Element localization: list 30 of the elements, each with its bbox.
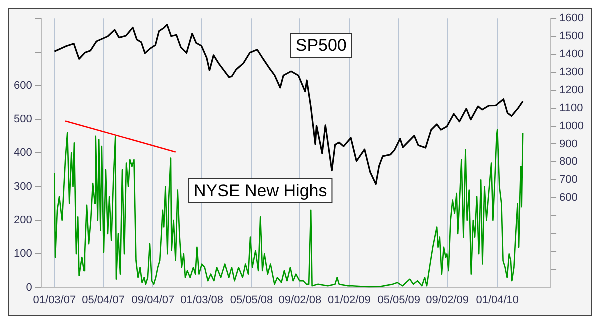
x-tick-label: 01/02/09 <box>328 294 371 306</box>
x-tick-label: 09/02/09 <box>426 294 469 306</box>
x-tick-label: 05/05/09 <box>378 294 421 306</box>
series-label: NYSE New Highs <box>194 182 328 201</box>
x-tick-label: 09/04/07 <box>132 294 175 306</box>
y2-tick-label: 700 <box>560 174 578 186</box>
series-label: SP500 <box>296 36 347 56</box>
y2-tick-label: 1200 <box>560 84 584 96</box>
y2-tick-label: 1100 <box>560 102 584 114</box>
y-tick-label: 100 <box>14 248 32 260</box>
y-tick-label: 400 <box>14 147 32 160</box>
y2-tick-label: 1300 <box>560 66 584 78</box>
x-tick-label: 01/03/07 <box>33 294 76 306</box>
x-tick-label: 05/05/08 <box>230 294 274 306</box>
x-tick-label: 09/02/08 <box>278 294 322 306</box>
y-tick-label: 500 <box>14 114 32 126</box>
y2-tick-label: 1400 <box>560 48 584 61</box>
x-tick-label: 01/03/08 <box>180 294 224 306</box>
y2-tick-label: 1600 <box>560 12 584 25</box>
y2-tick-label: 900 <box>560 138 578 150</box>
x-tick-label: 01/04/10 <box>476 294 520 306</box>
y-tick-label: 0 <box>26 282 32 294</box>
y2-tick-label: 800 <box>560 156 578 168</box>
x-tick-label: 05/04/07 <box>82 294 125 306</box>
y2-tick-label: 600 <box>560 192 578 204</box>
y-tick-label: 600 <box>14 80 32 92</box>
y2-tick-label: 1500 <box>560 30 584 43</box>
y-tick-label: 200 <box>14 214 32 227</box>
y2-tick-label: 1000 <box>560 120 584 132</box>
y-tick-label: 300 <box>14 180 32 193</box>
